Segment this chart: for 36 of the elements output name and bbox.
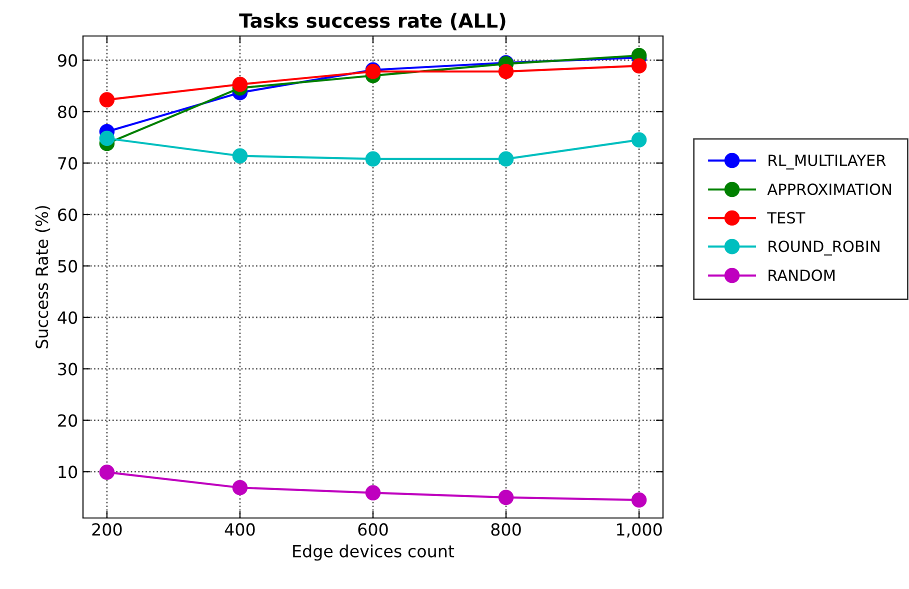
- x-tick-label: 800: [491, 523, 521, 536]
- y-axis-title: Success Rate (%): [35, 206, 50, 348]
- legend-label: ROUND_ROBIN: [768, 240, 880, 256]
- point: [365, 151, 381, 167]
- x-axis-title: Edge devices count: [293, 544, 454, 561]
- y-tick-label: 90: [58, 54, 78, 67]
- point: [631, 492, 647, 508]
- y-tick-label: 30: [58, 362, 78, 376]
- x-tick-label: 200: [92, 523, 122, 536]
- point: [232, 76, 248, 92]
- chart-title: Tasks success rate (ALL): [239, 12, 506, 30]
- x-tick-label: 600: [358, 523, 388, 536]
- point: [498, 490, 514, 506]
- x-tick-label: 1,000: [617, 523, 662, 538]
- point: [498, 64, 514, 80]
- y-tick-label: 70: [58, 157, 78, 170]
- point: [631, 132, 647, 148]
- legend-label: TEST: [767, 212, 806, 224]
- point: [232, 148, 248, 164]
- y-tick-label: 40: [58, 311, 78, 324]
- legend-label: RANDOM: [768, 270, 835, 282]
- point: [631, 58, 647, 74]
- point: [99, 464, 115, 480]
- y-tick-label: 80: [58, 106, 78, 118]
- x-tick-label: 400: [224, 523, 255, 536]
- point: [365, 485, 381, 500]
- point: [232, 480, 248, 496]
- point: [99, 130, 115, 146]
- y-tick-label: 20: [58, 414, 78, 427]
- legend-label: APPROXIMATION: [767, 184, 891, 196]
- y-tick-label: 10: [58, 466, 78, 478]
- y-tick-label: 60: [58, 208, 78, 222]
- legend-label: RL_MULTILAYER: [768, 154, 886, 170]
- point: [498, 151, 514, 167]
- y-tick-label: 50: [58, 260, 78, 273]
- point: [99, 92, 115, 108]
